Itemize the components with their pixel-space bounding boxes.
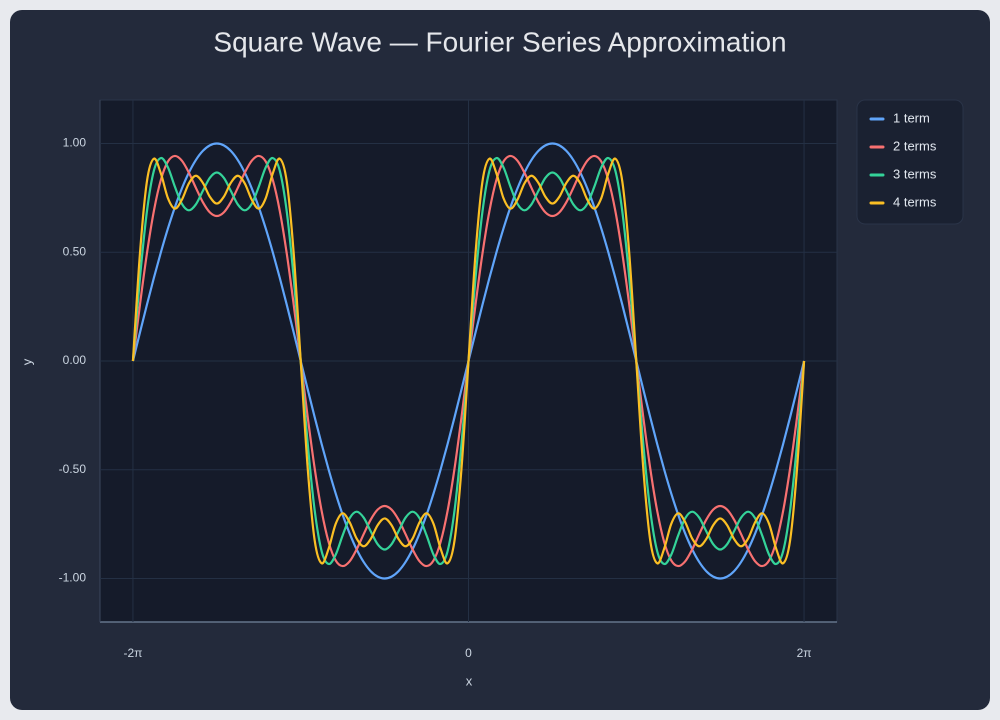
legend-label: 1 term bbox=[893, 110, 930, 125]
x-tick-label: 0 bbox=[465, 646, 472, 660]
x-axis-label: x bbox=[466, 673, 473, 688]
series-line bbox=[131, 157, 806, 565]
chart-title: Square Wave — Fourier Series Approximati… bbox=[213, 26, 786, 57]
legend-label: 2 terms bbox=[893, 138, 937, 153]
y-tick-label: 0.50 bbox=[63, 244, 87, 258]
y-tick-label: 0.00 bbox=[63, 353, 87, 367]
x-tick-label: 2π bbox=[797, 646, 812, 660]
y-tick-label: -1.00 bbox=[59, 571, 87, 585]
x-tick-label: -2π bbox=[123, 646, 142, 660]
y-tick-label: 1.00 bbox=[63, 136, 87, 150]
legend-label: 3 terms bbox=[893, 166, 937, 181]
y-axis-label: y bbox=[19, 358, 34, 365]
y-tick-label: -0.50 bbox=[59, 462, 87, 476]
legend-label: 4 terms bbox=[893, 194, 937, 209]
legend-box bbox=[856, 99, 964, 225]
